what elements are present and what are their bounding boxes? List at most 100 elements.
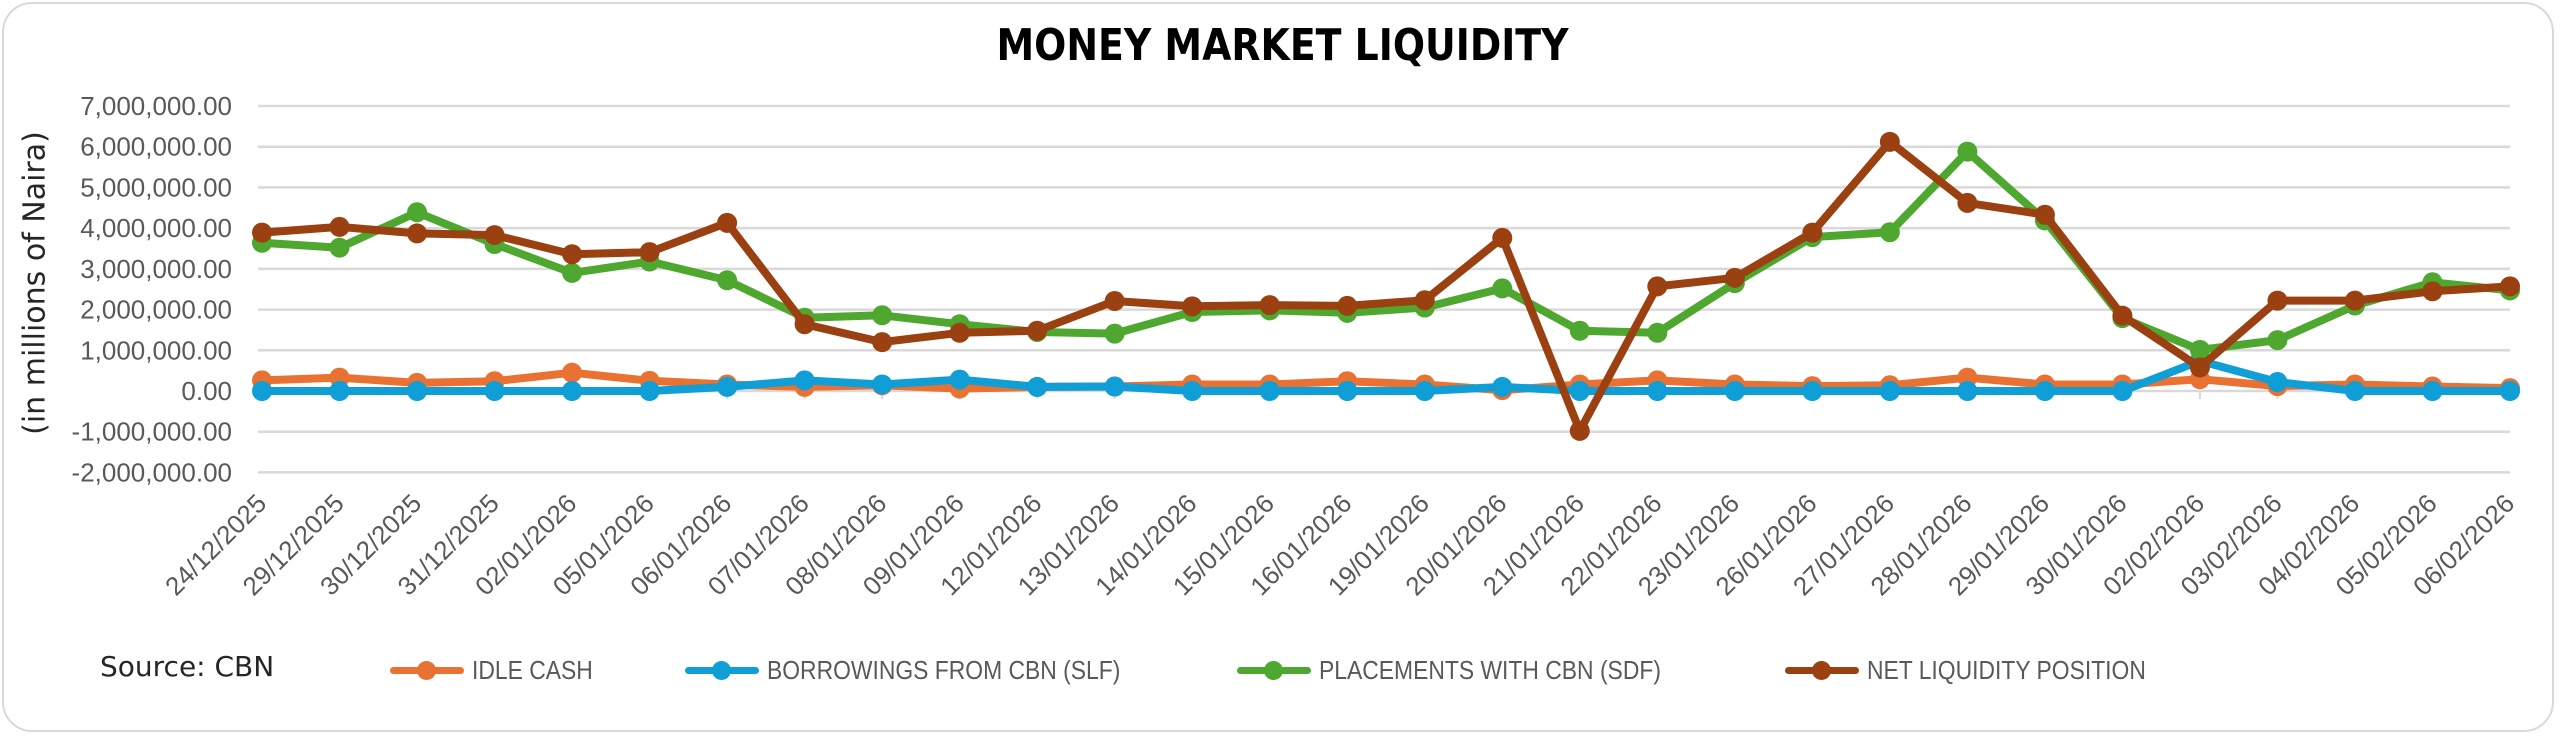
data-point[interactable] <box>1647 381 1668 401</box>
data-point[interactable] <box>2034 381 2055 401</box>
data-point[interactable] <box>872 332 893 353</box>
data-point[interactable] <box>717 212 738 233</box>
data-point[interactable] <box>1724 267 1745 288</box>
y-axis-ticks: 7,000,000.00 6,000,000.00 5,000,000.00 4,00… <box>72 91 232 487</box>
data-point[interactable] <box>329 216 350 237</box>
data-point[interactable] <box>1647 322 1668 343</box>
data-point[interactable] <box>2500 276 2520 297</box>
chart-title: MONEY MARKET LIQUIDITY <box>996 20 1569 71</box>
data-point[interactable] <box>2189 357 2210 378</box>
y-tick-label: -1,000,000.00 <box>72 417 232 447</box>
data-point[interactable] <box>407 381 428 401</box>
data-point[interactable] <box>2267 290 2288 311</box>
data-point[interactable] <box>2189 339 2210 360</box>
line-marker-icon <box>390 652 464 688</box>
data-point[interactable] <box>2034 204 2055 225</box>
data-point[interactable] <box>794 370 815 391</box>
data-point[interactable] <box>794 314 815 335</box>
series-lines <box>252 131 2520 441</box>
data-point[interactable] <box>1569 420 1590 441</box>
data-point[interactable] <box>1182 381 1203 401</box>
data-point[interactable] <box>252 381 272 401</box>
legend-item-slf[interactable]: BORROWINGS FROM CBN (SLF) <box>685 650 1169 690</box>
legend-item-idle-cash[interactable]: IDLE CASH <box>390 650 609 690</box>
data-point[interactable] <box>1104 323 1125 344</box>
data-point[interactable] <box>1104 291 1125 312</box>
data-point[interactable] <box>2112 381 2133 401</box>
data-point[interactable] <box>949 322 970 343</box>
data-point[interactable] <box>872 305 893 326</box>
y-tick-label: 4,000,000.00 <box>80 213 232 243</box>
data-point[interactable] <box>1724 381 1745 401</box>
data-point[interactable] <box>2112 305 2133 326</box>
data-point[interactable] <box>562 362 583 383</box>
y-tick-label: 5,000,000.00 <box>80 172 232 202</box>
data-point[interactable] <box>1802 222 1823 243</box>
data-point[interactable] <box>1027 320 1048 341</box>
data-point[interactable] <box>1492 376 1513 397</box>
gridlines <box>258 104 2510 474</box>
y-tick-label: 7,000,000.00 <box>80 91 232 121</box>
data-point[interactable] <box>1957 381 1978 401</box>
data-point[interactable] <box>1879 131 1900 152</box>
data-point[interactable] <box>329 237 350 258</box>
legend-item-net-liquidity[interactable]: NET LIQUIDITY POSITION <box>1785 650 2184 690</box>
data-point[interactable] <box>872 374 893 395</box>
data-point[interactable] <box>562 381 583 401</box>
data-point[interactable] <box>1802 381 1823 401</box>
data-point[interactable] <box>1414 381 1435 401</box>
legend-label: BORROWINGS FROM CBN (SLF) <box>767 654 1121 685</box>
line-marker-icon <box>1785 652 1859 688</box>
legend-item-sdf[interactable]: PLACEMENTS WITH CBN (SDF) <box>1237 650 1708 690</box>
line-marker-icon <box>1237 652 1311 688</box>
data-point[interactable] <box>1957 141 1978 162</box>
y-tick-label: 0.00 <box>181 376 232 406</box>
series-net-liquidity-position <box>252 131 2520 441</box>
data-point[interactable] <box>1492 278 1513 299</box>
data-point[interactable] <box>1337 295 1358 316</box>
data-point[interactable] <box>1027 376 1048 397</box>
data-point[interactable] <box>2422 381 2443 401</box>
data-point[interactable] <box>1337 381 1358 401</box>
data-point[interactable] <box>2344 381 2365 401</box>
data-point[interactable] <box>1259 295 1280 316</box>
data-point[interactable] <box>1569 381 1590 401</box>
data-point[interactable] <box>717 270 738 291</box>
data-point[interactable] <box>1879 222 1900 243</box>
data-point[interactable] <box>949 369 970 390</box>
data-point[interactable] <box>252 222 272 243</box>
data-point[interactable] <box>562 244 583 265</box>
x-axis-ticks: 24/12/202529/12/202530/12/202531/12/2025… <box>159 391 2520 601</box>
data-point[interactable] <box>639 381 660 401</box>
data-point[interactable] <box>639 242 660 263</box>
data-point[interactable] <box>1492 227 1513 248</box>
y-tick-label: -2,000,000.00 <box>72 457 232 487</box>
data-point[interactable] <box>2344 290 2365 311</box>
data-point[interactable] <box>1957 192 1978 213</box>
legend-label: PLACEMENTS WITH CBN (SDF) <box>1319 654 1661 685</box>
data-point[interactable] <box>2267 330 2288 351</box>
data-point[interactable] <box>562 262 583 283</box>
data-point[interactable] <box>484 381 505 401</box>
source-note: Source: CBN <box>100 650 275 683</box>
data-point[interactable] <box>1104 376 1125 397</box>
data-point[interactable] <box>1414 290 1435 311</box>
y-tick-label: 3,000,000.00 <box>80 254 232 284</box>
y-tick-label: 2,000,000.00 <box>80 295 232 325</box>
data-point[interactable] <box>1569 320 1590 341</box>
data-point[interactable] <box>329 381 350 401</box>
data-point[interactable] <box>407 202 428 223</box>
data-point[interactable] <box>1647 276 1668 297</box>
data-point[interactable] <box>2500 381 2520 401</box>
data-point[interactable] <box>407 223 428 244</box>
y-tick-label: 1,000,000.00 <box>80 335 232 365</box>
data-point[interactable] <box>717 376 738 397</box>
data-point[interactable] <box>1259 381 1280 401</box>
data-point[interactable] <box>2422 281 2443 302</box>
data-point[interactable] <box>1879 381 1900 401</box>
data-point[interactable] <box>2267 372 2288 393</box>
y-tick-label: 6,000,000.00 <box>80 132 232 162</box>
data-point[interactable] <box>1182 296 1203 317</box>
data-point[interactable] <box>484 225 505 246</box>
